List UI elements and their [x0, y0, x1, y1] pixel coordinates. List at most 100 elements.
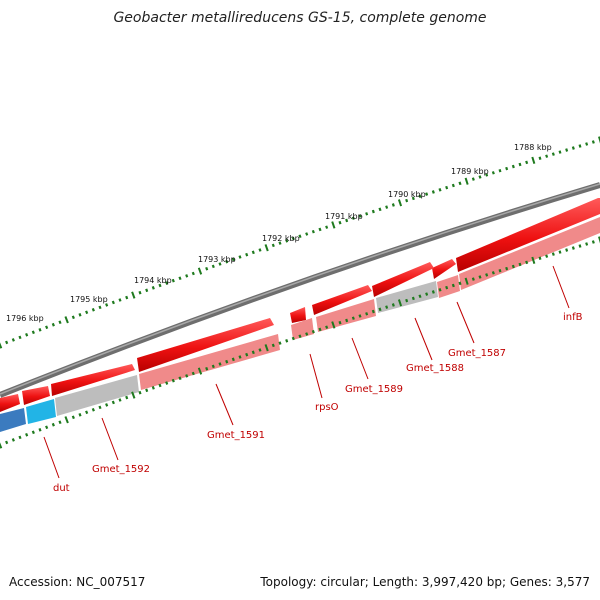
outer-ruler-minor-tick: [298, 234, 302, 239]
outer-ruler-minor-tick: [591, 140, 595, 144]
inner-ruler-minor-tick: [151, 386, 155, 390]
leader-gmet1588: [414, 317, 433, 361]
inner-ruler-minor-tick: [425, 292, 429, 296]
inner-ruler-minor-tick: [231, 357, 235, 362]
feature-dut: [26, 399, 56, 424]
gene-dut-arrow[interactable]: [22, 386, 50, 405]
outer-ruler-minor-tick: [165, 281, 169, 285]
gene-label-gmet1588[interactable]: Gmet_1588: [406, 363, 464, 374]
gene-gmet1592-arrow[interactable]: [51, 364, 135, 396]
inner-ruler-minor-tick: [345, 318, 349, 323]
gene-edge-arrow[interactable]: [0, 394, 20, 412]
outer-ruler-major-tick: [331, 221, 336, 229]
gene-leader-lines: [43, 265, 570, 479]
outer-ruler-minor-tick: [91, 307, 95, 312]
outer-ruler-minor-tick: [485, 173, 489, 177]
inner-ruler-minor-tick: [358, 314, 362, 318]
gene-infB-arrow[interactable]: [456, 198, 600, 272]
inner-ruler-minor-tick: [211, 364, 215, 369]
inner-ruler-minor-tick: [338, 320, 342, 325]
outer-ruler-major-tick: [464, 177, 469, 185]
gene-label-gmet1589[interactable]: Gmet_1589: [345, 384, 403, 395]
feature-gmet1588: [376, 281, 438, 313]
leader-gmet1587: [456, 301, 475, 344]
inner-ruler-minor-tick: [378, 307, 382, 312]
outer-ruler-minor-tick: [565, 148, 569, 152]
outer-ruler-minor-tick: [305, 232, 309, 236]
inner-ruler-minor-tick: [285, 339, 289, 343]
gene-label-gmet1591[interactable]: Gmet_1591: [207, 430, 265, 441]
outer-ruler-minor-tick: [518, 162, 522, 167]
inner-ruler-minor-tick: [91, 407, 95, 412]
leader-dut: [43, 436, 60, 479]
inner-ruler-minor-tick: [505, 266, 509, 271]
inner-ruler-major-tick: [464, 277, 469, 285]
ruler-label-1790: 1790 kbp: [388, 190, 426, 199]
outer-ruler-minor-tick: [38, 328, 42, 332]
outer-ruler-minor-tick: [158, 283, 162, 288]
gene-label-dut[interactable]: dut: [53, 483, 70, 494]
inner-ruler-minor-tick: [538, 256, 542, 260]
inner-ruler-minor-tick: [571, 246, 575, 250]
outer-ruler-minor-tick: [171, 278, 175, 283]
outer-ruler-minor-tick: [471, 177, 475, 181]
gene-gmet1591-arrow[interactable]: [137, 318, 274, 372]
inner-ruler-minor-tick: [51, 422, 55, 427]
inner-ruler-minor-tick: [138, 390, 142, 395]
outer-ruler-minor-tick: [58, 320, 62, 325]
outer-ruler-major-tick: [531, 156, 536, 164]
gene-label-rpsO[interactable]: rpsO: [315, 402, 339, 413]
outer-ruler-minor-tick: [311, 229, 315, 234]
inner-ruler-major-tick: [264, 344, 269, 352]
inner-ruler-minor-tick: [98, 405, 102, 410]
outer-ruler-minor-tick: [451, 183, 455, 188]
gene-gmet1588-arrow[interactable]: [372, 262, 434, 297]
outer-ruler-minor-tick: [18, 335, 22, 340]
inner-ruler-minor-tick: [498, 268, 502, 273]
outer-ruler-minor-tick: [445, 185, 449, 190]
outer-ruler-minor-tick: [391, 203, 395, 207]
inner-ruler-minor-tick: [158, 383, 162, 388]
inner-ruler-minor-tick: [305, 332, 309, 336]
outer-ruler-minor-tick: [438, 188, 442, 192]
feature-gmet1592: [55, 375, 139, 416]
inner-ruler-minor-tick: [125, 395, 129, 400]
inner-ruler-minor-tick: [165, 381, 169, 385]
gene-gmet1587-arrow[interactable]: [432, 259, 456, 279]
outer-ruler-minor-tick: [98, 305, 102, 310]
inner-ruler-minor-tick: [238, 355, 242, 359]
inner-ruler-minor-tick: [385, 305, 389, 309]
gene-label-gmet1592[interactable]: Gmet_1592: [92, 464, 150, 475]
gene-rpsO-arrow[interactable]: [290, 307, 306, 323]
inner-ruler-minor-tick: [325, 325, 329, 329]
gene-labels: infB Gmet_1587 Gmet_1588 Gmet_1589 rpsO …: [53, 312, 583, 494]
ruler-label-1793: 1793 kbp: [198, 255, 236, 264]
ruler-label-1789: 1789 kbp: [451, 167, 489, 176]
outer-ruler-minor-tick: [251, 250, 255, 255]
inner-ruler-major-tick: [64, 416, 69, 424]
inner-ruler-minor-tick: [25, 432, 29, 437]
outer-ruler-major-tick: [598, 136, 600, 144]
outer-ruler-minor-tick: [218, 262, 222, 266]
outer-ruler-minor-tick: [511, 164, 515, 169]
outer-ruler-minor-tick: [205, 266, 209, 271]
outer-ruler-minor-tick: [551, 152, 555, 156]
outer-ruler-minor-tick: [365, 212, 369, 216]
inner-ruler-major-tick: [197, 367, 203, 375]
gene-label-infB[interactable]: infB: [563, 312, 583, 323]
genome-backbone-highlight: [0, 183, 600, 395]
outer-ruler-minor-tick: [431, 190, 435, 194]
outer-ruler-minor-tick: [425, 192, 429, 196]
gene-gmet1589-arrow[interactable]: [312, 285, 372, 315]
inner-ruler-minor-tick: [205, 366, 209, 371]
ruler-label-1795: 1795 kbp: [70, 295, 108, 304]
inner-ruler-minor-tick: [491, 271, 495, 275]
leader-infB: [552, 265, 570, 309]
inner-ruler-minor-tick: [31, 430, 35, 435]
feature-gmet1591: [139, 334, 280, 390]
inner-ruler-minor-tick: [58, 420, 62, 425]
outer-ruler-major-tick: [397, 199, 403, 207]
gene-label-gmet1587[interactable]: Gmet_1587: [448, 348, 506, 359]
inner-ruler-minor-tick: [71, 415, 75, 420]
